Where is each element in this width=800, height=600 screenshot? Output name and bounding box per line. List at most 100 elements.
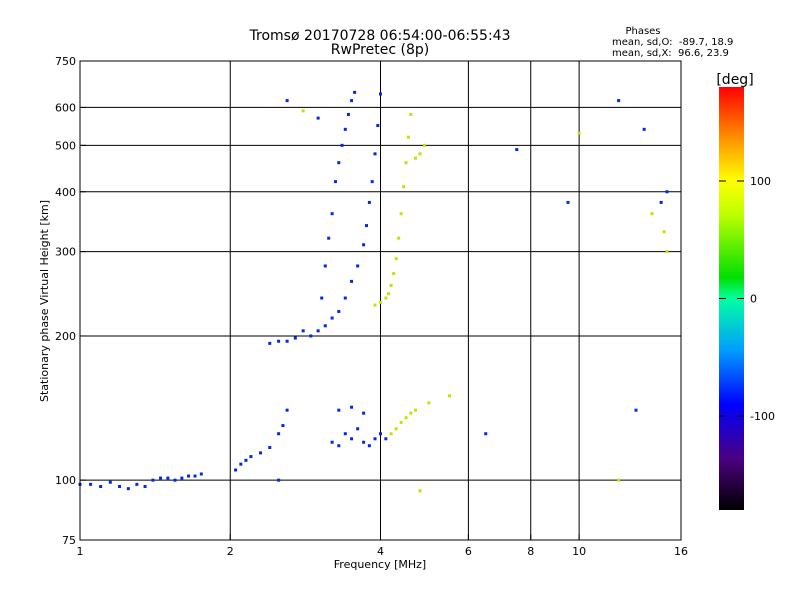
colorbar-ticks: 100 0 -100	[719, 175, 775, 423]
data-point-x	[386, 292, 390, 296]
data-point-x	[418, 489, 422, 493]
data-point-o	[333, 180, 337, 184]
data-point-o	[268, 341, 272, 345]
data-point-x	[399, 212, 403, 216]
data-point-x	[650, 212, 654, 216]
data-point-o	[367, 444, 371, 448]
data-point-x	[389, 283, 393, 287]
data-point-x	[397, 236, 401, 240]
data-point-x	[384, 296, 388, 300]
data-point-x	[399, 420, 403, 424]
data-point-o	[379, 92, 382, 96]
data-point-x	[422, 143, 426, 147]
data-point-x	[413, 408, 417, 412]
plot-axes: 1 2 4 6 8 10 16 75 100 200 300 400 500 600 750	[55, 55, 688, 558]
data-point-o	[362, 243, 366, 247]
data-point-o	[173, 478, 177, 482]
y-tick-label: 500	[55, 139, 76, 152]
data-point-o	[323, 264, 327, 268]
data-point-o	[327, 236, 331, 240]
data-point-o	[166, 476, 170, 480]
data-point-x	[662, 230, 666, 234]
data-point-o	[99, 484, 103, 488]
y-tick-label: 300	[55, 246, 76, 259]
data-point-x	[402, 185, 406, 189]
y-tick-label: 750	[55, 55, 76, 68]
data-point-o	[316, 116, 320, 120]
data-point-o	[89, 482, 93, 486]
data-point-o	[126, 487, 130, 491]
data-point-o	[151, 478, 155, 482]
data-point-x	[389, 432, 393, 436]
data-point-o	[346, 112, 350, 116]
data-point-x	[413, 156, 417, 160]
data-point-o	[337, 309, 341, 313]
x-tick-label: 2	[227, 545, 234, 558]
data-point-o	[187, 474, 191, 478]
grid-lines	[80, 61, 681, 540]
data-point-o	[285, 339, 289, 343]
data-point-x	[404, 416, 408, 420]
data-point-x	[406, 135, 410, 139]
data-point-x	[448, 394, 452, 398]
data-point-o	[362, 440, 366, 444]
data-point-o	[350, 437, 354, 441]
data-point-o	[340, 143, 344, 147]
data-point-o	[362, 411, 366, 415]
data-point-o	[293, 336, 297, 340]
data-point-o	[108, 480, 112, 484]
data-point-o	[159, 476, 163, 480]
x-tick-label: 10	[572, 545, 586, 558]
data-point-o	[316, 329, 320, 333]
data-point-o	[515, 148, 519, 152]
data-point-o	[337, 444, 341, 448]
colorbar-tick-label: 0	[750, 293, 757, 306]
data-point-o	[356, 427, 360, 431]
data-point-o	[143, 484, 147, 488]
data-point-o	[566, 200, 570, 204]
stats-o-line: mean, sd,O: -89.7, 18.9	[612, 37, 733, 48]
data-point-o	[239, 462, 243, 466]
data-points	[78, 90, 669, 493]
x-tick-label: 1	[77, 545, 84, 558]
stats-x-line: mean, sd,X: 96.6, 23.9	[612, 48, 729, 59]
chart-subtitle: RwPretec (8p)	[331, 42, 429, 58]
y-tick-label: 600	[55, 101, 76, 114]
data-point-o	[320, 296, 324, 300]
data-point-o	[301, 329, 305, 333]
data-point-o	[277, 432, 281, 436]
data-point-o	[135, 482, 139, 486]
data-point-x	[379, 300, 382, 304]
data-point-o	[193, 474, 197, 478]
data-point-o	[285, 408, 289, 412]
data-point-o	[330, 212, 334, 216]
data-point-o	[309, 334, 313, 338]
data-point-x	[409, 112, 413, 116]
data-point-o	[259, 451, 263, 455]
data-point-o	[367, 200, 371, 204]
data-point-o	[199, 472, 203, 476]
y-tick-label: 75	[62, 534, 76, 547]
x-tick-label: 16	[674, 545, 688, 558]
data-point-o	[249, 455, 253, 459]
x-axis-label: Frequency [MHz]	[334, 558, 426, 571]
data-point-o	[659, 200, 663, 204]
data-point-o	[365, 224, 369, 228]
data-point-o	[343, 296, 347, 300]
data-point-o	[373, 437, 377, 441]
data-point-o	[234, 468, 238, 472]
data-point-o	[484, 432, 488, 436]
data-point-x	[427, 401, 431, 405]
data-point-x	[665, 250, 669, 254]
data-point-o	[634, 408, 638, 412]
data-point-o	[343, 127, 347, 131]
data-point-o	[281, 424, 285, 428]
data-point-x	[394, 427, 398, 431]
data-point-x	[394, 257, 398, 261]
y-axis-label: Stationary phase Virtual Height [km]	[38, 200, 51, 402]
data-point-o	[350, 99, 354, 103]
data-point-o	[323, 324, 327, 328]
data-point-o	[337, 161, 341, 165]
data-point-o	[350, 405, 354, 409]
